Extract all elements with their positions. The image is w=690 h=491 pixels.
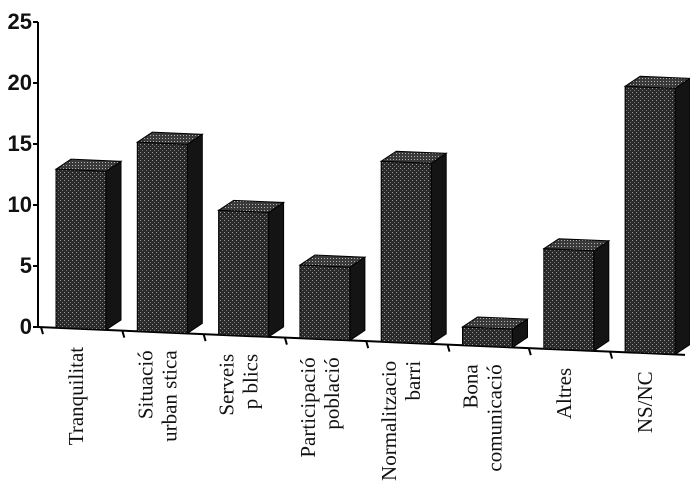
category-labels: Tranquilitat Situació urban stica Serveis p …	[64, 347, 657, 481]
y-tick-label: 20	[8, 70, 32, 95]
x-tick-label-line: Tranquilitat	[64, 347, 88, 446]
x-tick-label-line: p blics	[239, 354, 263, 409]
x-tick-label: Normalitzacio barri	[377, 361, 425, 481]
x-tick-label-line: Bona	[459, 364, 483, 409]
x-tick	[609, 351, 614, 359]
y-tick-label: 25	[8, 9, 32, 34]
bar	[217, 199, 286, 338]
bar-front	[380, 160, 432, 345]
x-tick-label-line: Situació	[133, 350, 157, 419]
bar	[623, 75, 690, 356]
bar-side	[268, 201, 285, 338]
x-tick	[527, 347, 532, 356]
bar	[379, 150, 448, 345]
x-tick	[283, 337, 288, 345]
x-tick-label: Altres	[552, 368, 576, 419]
x-tick-label-line: població	[320, 357, 344, 429]
y-tick-label: 15	[8, 131, 32, 156]
bar-side	[105, 160, 122, 331]
x-tick	[121, 330, 126, 338]
bar	[135, 131, 204, 335]
x-tick-label: Bona comunicació	[459, 364, 507, 472]
bar	[460, 316, 530, 349]
bar-side	[430, 152, 447, 345]
x-tick-label: Serveis p blics	[215, 354, 263, 416]
bar-front	[218, 209, 270, 338]
x-tick-label: Tranquilitat	[64, 347, 88, 446]
x-tick-label-line: NS/NC	[633, 371, 657, 433]
bar	[54, 158, 123, 331]
bar-side	[349, 256, 366, 342]
bar-front	[624, 85, 676, 355]
bar-front	[55, 168, 107, 331]
y-tick-label: 10	[8, 192, 32, 217]
x-tick-label-line: urban stica	[157, 350, 181, 442]
bar-front	[543, 248, 595, 352]
x-tick-label: Situació urban stica	[133, 350, 181, 442]
x-tick	[40, 326, 44, 335]
bar-side	[674, 77, 690, 356]
bar	[298, 254, 367, 342]
bar-side	[593, 239, 610, 352]
y-tick-label: 5	[20, 253, 32, 278]
bars	[54, 75, 690, 356]
x-tick	[365, 340, 370, 349]
x-tick-label-line: comunicació	[483, 364, 507, 471]
x-tick-label: NS/NC	[633, 371, 657, 433]
bar-side	[186, 133, 203, 335]
x-tick	[202, 333, 207, 342]
x-tick-label-line: Serveis	[215, 354, 239, 416]
x-tick-label: Participació població	[296, 357, 344, 457]
x-tick-label-line: barri	[401, 361, 425, 401]
x-tick-label-line: Altres	[552, 368, 576, 419]
bar-front	[462, 326, 513, 348]
bar	[542, 238, 611, 352]
x-tick-label-line: Normalitzacio	[377, 361, 401, 481]
x-tick-label-line: Participació	[296, 357, 320, 457]
bar-front	[299, 264, 351, 341]
bar-front	[136, 141, 188, 334]
y-tick-label: 0	[20, 314, 32, 339]
x-tick	[446, 344, 451, 352]
